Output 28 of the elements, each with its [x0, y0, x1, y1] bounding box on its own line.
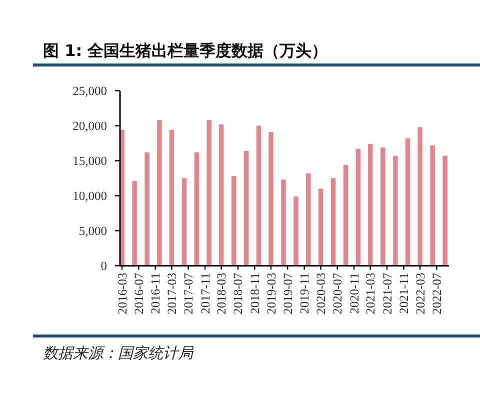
x-tick-label: 2021-07	[380, 272, 394, 314]
x-tick-label: 2019-03	[264, 272, 278, 314]
x-tick-label: 2019-07	[280, 272, 295, 314]
x-tick-label: 2016-03	[115, 272, 130, 314]
x-tick-label: 2018-03	[214, 272, 229, 314]
x-tick-label: 2016-07	[132, 272, 146, 314]
x-tick-label: 2017-11	[198, 272, 212, 314]
x-tick-label: 2018-07	[231, 272, 246, 314]
y-tick-label: 15,000	[72, 154, 107, 168]
x-tick-label: 2021-11	[397, 272, 412, 314]
x-tick-label: 2019-11	[298, 272, 312, 314]
x-tick-label: 2022-07	[430, 272, 444, 314]
x-tick-label: 2022-03	[413, 272, 428, 314]
x-tick-label: 2021-03	[364, 272, 378, 314]
y-tick-label: 20,000	[72, 119, 107, 133]
source-note: 数据来源：国家统计局	[43, 344, 194, 362]
y-tick-label: 10,000	[72, 189, 107, 203]
x-tick-label: 2020-03	[314, 272, 328, 314]
y-tick-label: 25,000	[72, 84, 107, 98]
x-tick-label: 2018-11	[248, 272, 262, 314]
chart-title: 图 1: 全国生猪出栏量季度数据（万头）	[43, 41, 328, 60]
y-tick-label: 0	[100, 259, 107, 273]
x-tick-label: 2017-07	[182, 272, 196, 314]
y-tick-label: 5,000	[78, 224, 107, 238]
x-tick-label: 2020-11	[347, 272, 362, 314]
x-tick-label: 2016-11	[148, 272, 163, 314]
x-tick-label: 2020-07	[330, 272, 345, 314]
x-tick-label: 2017-03	[164, 272, 179, 314]
